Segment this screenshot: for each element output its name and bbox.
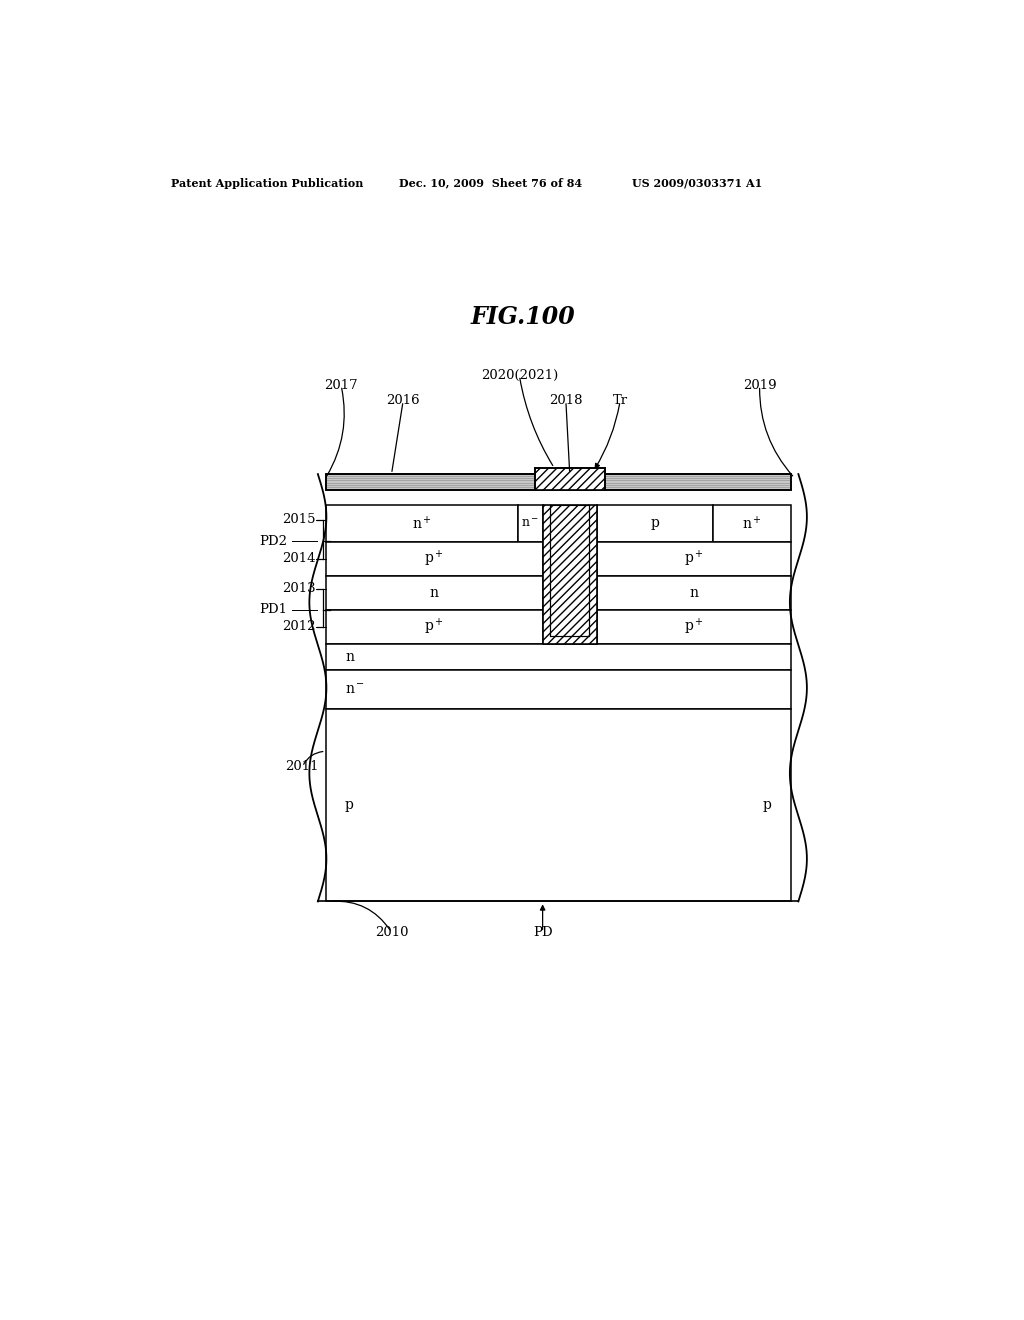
Bar <box>326 541 543 576</box>
Text: 2013: 2013 <box>282 582 315 595</box>
Text: p: p <box>345 799 354 812</box>
Text: PD1: PD1 <box>259 603 287 616</box>
Text: FIG.100: FIG.100 <box>471 305 575 329</box>
Text: 2019: 2019 <box>742 379 776 392</box>
FancyArrowPatch shape <box>541 906 545 929</box>
Text: p: p <box>763 799 771 812</box>
Bar <box>326 671 791 709</box>
FancyArrowPatch shape <box>327 388 344 475</box>
FancyArrowPatch shape <box>332 902 390 929</box>
Text: Patent Application Publication: Patent Application Publication <box>171 178 362 189</box>
Text: n$^+$: n$^+$ <box>741 515 762 532</box>
Bar <box>713 506 791 543</box>
Text: 2015: 2015 <box>282 513 315 527</box>
Bar <box>597 576 791 610</box>
Text: n: n <box>689 586 698 599</box>
Text: 2012: 2012 <box>282 620 315 634</box>
Bar <box>326 709 791 902</box>
FancyArrowPatch shape <box>392 404 402 471</box>
Text: n$^+$: n$^+$ <box>412 515 432 532</box>
Text: 2020(2021): 2020(2021) <box>480 370 558 381</box>
Text: Tr: Tr <box>612 395 628 408</box>
FancyArrowPatch shape <box>304 751 323 764</box>
Text: n$^-$: n$^-$ <box>521 517 540 529</box>
Text: 2018: 2018 <box>549 395 583 408</box>
Bar <box>326 610 543 644</box>
FancyArrowPatch shape <box>566 404 569 471</box>
Bar <box>326 474 791 490</box>
Text: Dec. 10, 2009  Sheet 76 of 84: Dec. 10, 2009 Sheet 76 of 84 <box>399 178 583 189</box>
Text: US 2009/0303371 A1: US 2009/0303371 A1 <box>632 178 762 189</box>
Text: PD2: PD2 <box>259 535 287 548</box>
Text: 2010: 2010 <box>375 925 409 939</box>
Text: n: n <box>430 586 438 599</box>
Text: p$^+$: p$^+$ <box>684 549 703 569</box>
Bar <box>326 474 791 490</box>
Text: 2014: 2014 <box>282 552 315 565</box>
Text: PD: PD <box>532 925 552 939</box>
Text: 2011: 2011 <box>286 760 319 774</box>
FancyArrowPatch shape <box>520 379 553 466</box>
Bar <box>535 469 604 490</box>
Bar <box>550 506 589 636</box>
Text: 2016: 2016 <box>386 395 420 408</box>
Text: 2017: 2017 <box>325 379 358 392</box>
Bar <box>597 506 713 543</box>
Bar <box>597 610 791 644</box>
Text: p$^+$: p$^+$ <box>684 616 703 636</box>
FancyArrowPatch shape <box>760 388 793 477</box>
Bar <box>597 541 791 576</box>
Text: p$^+$: p$^+$ <box>424 616 444 636</box>
Bar <box>326 644 791 671</box>
Bar <box>543 506 597 644</box>
Text: n: n <box>345 649 354 664</box>
Bar <box>550 506 589 636</box>
FancyArrowPatch shape <box>595 404 620 469</box>
Text: p$^+$: p$^+$ <box>424 549 444 569</box>
Bar <box>326 506 518 543</box>
Text: p: p <box>650 516 659 531</box>
Text: n$^-$: n$^-$ <box>345 682 366 697</box>
Bar <box>326 576 543 610</box>
Bar <box>518 506 543 543</box>
